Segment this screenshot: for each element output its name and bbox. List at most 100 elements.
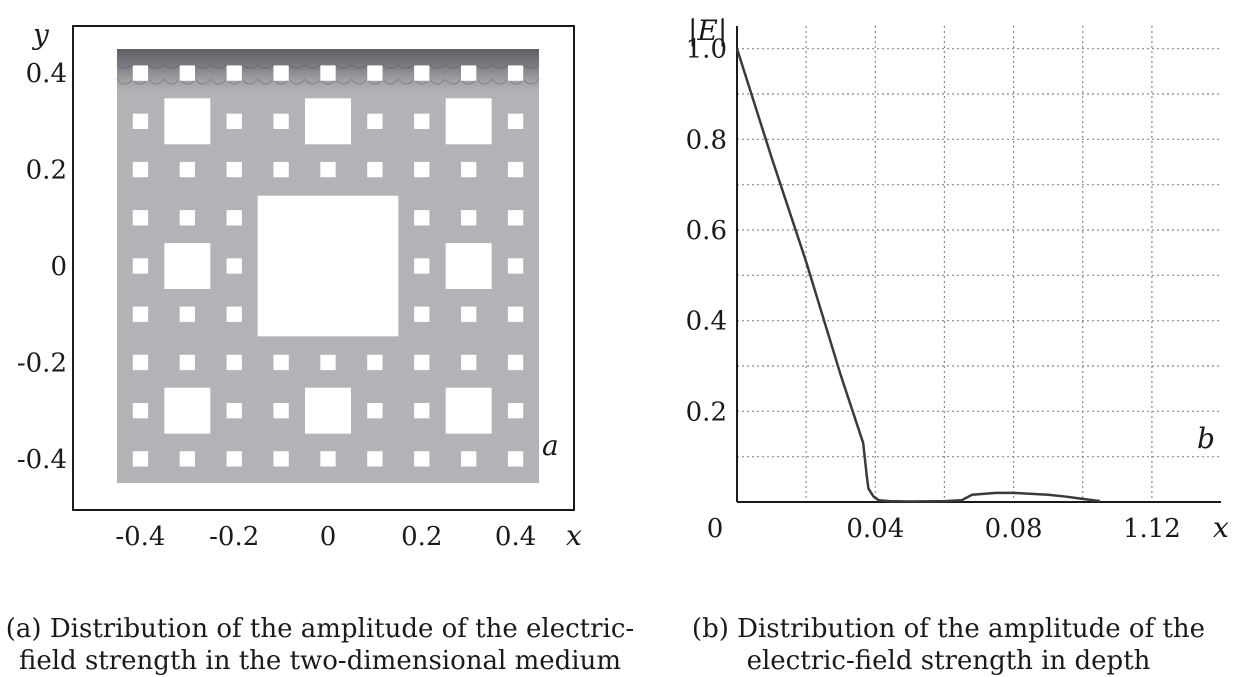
y-tick-labels-a: 0.4 0.2 0 -0.2 -0.4 (17, 59, 67, 475)
carpet-hole-level-3 (507, 210, 524, 226)
carpet-hole-level-3 (179, 65, 195, 81)
x-tick-labels-a: -0.4 -0.2 0 0.2 0.4 (115, 522, 536, 552)
x-tick-label: 0 (320, 522, 337, 552)
carpet-hole-level-3 (226, 161, 242, 178)
y-tick-label: 0.8 (686, 125, 727, 155)
carpet-hole-level-3 (132, 210, 149, 226)
carpet-hole-level-3 (507, 306, 524, 322)
carpet-hole-level-3 (414, 258, 430, 274)
x-tick-label: 0.4 (495, 522, 536, 552)
carpet-hole-level-3 (320, 65, 336, 81)
carpet-hole-level-2 (164, 243, 211, 289)
x-axis-label-b: x (1213, 511, 1229, 544)
y-axis-label-a: y (31, 18, 50, 51)
carpet-hole-level-3 (273, 403, 289, 419)
panel-label-a: a (542, 429, 559, 462)
carpet-hole-level-3 (507, 451, 524, 467)
carpet-hole-level-3 (367, 65, 383, 81)
carpet-hole-level-2 (445, 98, 492, 145)
carpet-hole-level-3 (226, 65, 242, 81)
y-tick-label: 0.4 (26, 59, 67, 89)
y-tick-label: -0.4 (17, 445, 67, 475)
carpet-hole-level-3 (414, 451, 430, 467)
carpet-hole-level-3 (132, 306, 149, 322)
carpet-hole-level-3 (320, 354, 336, 371)
y-axis-label-b: |E| (688, 14, 727, 47)
carpet-hole-level-3 (273, 65, 289, 81)
x-tick-label: -0.2 (209, 522, 259, 552)
panel-b: 1.0 0.8 0.6 0.4 0.2 0 0.04 0.08 1.12 |E| x b (686, 14, 1229, 544)
carpet-hole-level-3 (226, 306, 242, 322)
carpet-hole-level-3 (132, 258, 149, 274)
series-line-e-amplitude (735, 48, 1101, 503)
carpet-hole-level-3 (461, 161, 477, 178)
x-tick-label: 0.08 (985, 514, 1043, 544)
carpet-hole-level-3 (132, 354, 149, 371)
carpet-hole-level-3 (179, 451, 195, 467)
x-tick-label: 0.04 (846, 514, 904, 544)
carpet-hole-level-3 (179, 354, 195, 371)
carpet-hole-level-2 (305, 387, 351, 434)
carpet-hole-level-3 (414, 354, 430, 371)
carpet-hole-level-3 (414, 210, 430, 226)
y-tick-label: 0.2 (26, 156, 67, 186)
carpet-hole-level-3 (461, 65, 477, 81)
carpet-hole-level-3 (273, 354, 289, 371)
carpet-hole-level-3 (507, 258, 524, 274)
y-tick-label: 0.4 (686, 307, 727, 337)
carpet-hole-level-1 (257, 195, 399, 337)
panel-a: 0.4 0.2 0 -0.2 -0.4 -0.4 -0.2 0 0.2 0.4 y x a (17, 18, 582, 552)
carpet-hole-level-3 (179, 306, 195, 322)
carpet-hole-level-3 (461, 306, 477, 322)
carpet-hole-level-3 (414, 65, 430, 81)
carpet-hole-level-3 (367, 451, 383, 467)
carpet-hole-level-3 (226, 403, 242, 419)
carpet-holes (132, 65, 524, 467)
y-tick-label: 0.2 (686, 397, 727, 427)
carpet-hole-level-3 (461, 354, 477, 371)
carpet-hole-level-3 (132, 403, 149, 419)
carpet-hole-level-3 (226, 354, 242, 371)
figure: 0.4 0.2 0 -0.2 -0.4 -0.4 -0.2 0 0.2 0.4 y x a 1.… (17, 14, 1229, 552)
field-contour-line (116, 77, 540, 85)
carpet-hole-level-3 (507, 354, 524, 371)
carpet-hole-level-3 (132, 65, 149, 81)
carpet-hole-level-3 (273, 113, 289, 129)
carpet-hole-level-3 (273, 161, 289, 178)
grid-lines-b (737, 26, 1221, 502)
x-axis-label-a: x (566, 519, 582, 552)
carpet-hole-level-3 (226, 451, 242, 467)
y-tick-label: 0 (50, 252, 67, 282)
x-tick-label: -0.4 (115, 522, 165, 552)
carpet-hole-level-2 (164, 387, 211, 434)
carpet-hole-level-2 (445, 243, 492, 289)
caption-b: (b) Distribution of the amplitude of the… (691, 614, 1206, 676)
carpet-hole-level-3 (132, 113, 149, 129)
carpet-hole-level-3 (414, 161, 430, 178)
carpet-hole-level-3 (273, 451, 289, 467)
carpet-hole-level-3 (367, 113, 383, 129)
y-tick-labels-b: 1.0 0.8 0.6 0.4 0.2 (686, 35, 727, 428)
x-tick-labels-b: 0 0.04 0.08 1.12 (707, 514, 1181, 544)
carpet-hole-level-3 (414, 306, 430, 322)
panel-label-b: b (1197, 422, 1215, 455)
carpet-hole-level-3 (320, 161, 336, 178)
carpet-hole-level-3 (226, 210, 242, 226)
x-tick-label: 0 (707, 514, 724, 544)
caption-a: (a) Distribution of the amplitude of the… (5, 614, 635, 676)
carpet-hole-level-3 (461, 210, 477, 226)
carpet-hole-level-3 (414, 403, 430, 419)
carpet-hole-level-3 (226, 113, 242, 129)
carpet-hole-level-3 (179, 210, 195, 226)
y-tick-label: 0.6 (686, 216, 727, 246)
carpet-hole-level-3 (179, 161, 195, 178)
carpet-hole-level-3 (507, 403, 524, 419)
plot-frame-a (72, 25, 575, 511)
carpet-hole-level-3 (507, 113, 524, 129)
carpet-hole-level-2 (445, 387, 492, 434)
y-tick-label: 1.0 (686, 35, 727, 65)
carpet-hole-level-3 (367, 403, 383, 419)
carpet-hole-level-3 (226, 258, 242, 274)
carpet-hole-level-3 (507, 65, 524, 81)
carpet-hole-level-3 (320, 451, 336, 467)
